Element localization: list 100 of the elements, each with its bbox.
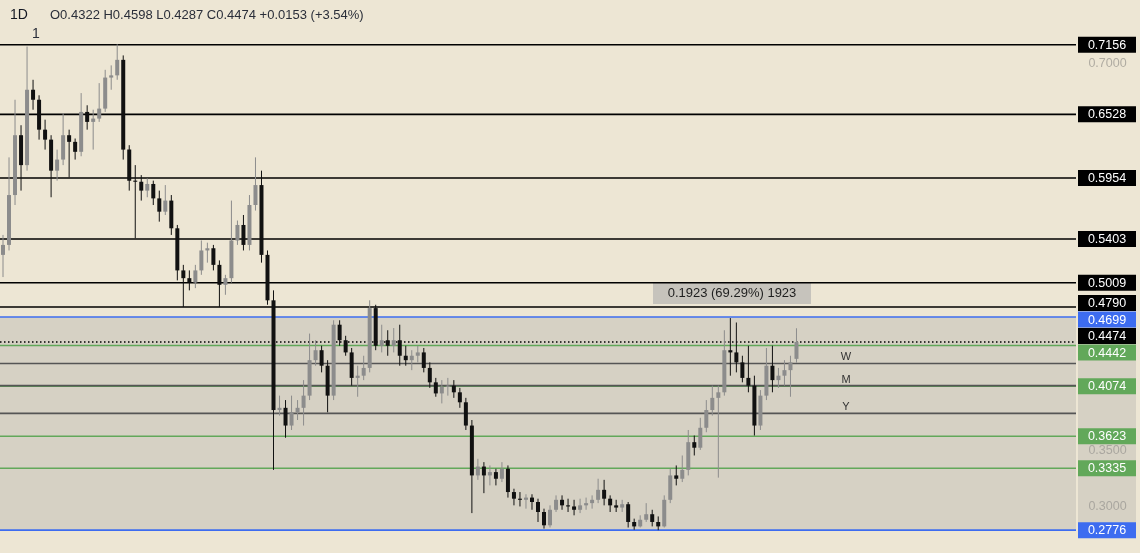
ref-line-label: 0.4442 bbox=[1087, 345, 1127, 360]
candlestick bbox=[337, 319, 342, 347]
candlestick bbox=[289, 395, 294, 431]
candlestick bbox=[644, 502, 649, 523]
candlestick bbox=[475, 458, 480, 481]
candlestick bbox=[680, 454, 685, 483]
text: 1D bbox=[10, 6, 28, 22]
candlestick bbox=[493, 468, 498, 486]
candlestick bbox=[73, 138, 78, 161]
annotation: W bbox=[840, 350, 852, 363]
candlestick bbox=[457, 387, 462, 409]
candlestick bbox=[481, 461, 486, 494]
candlestick bbox=[109, 64, 114, 91]
candlestick bbox=[463, 397, 468, 431]
candlestick bbox=[31, 79, 36, 111]
ref-line-label: 0.4074 bbox=[1087, 379, 1127, 394]
candlestick bbox=[698, 417, 703, 451]
ref-line-label: 0.4699 bbox=[1087, 312, 1127, 327]
band-label: 0.1923 (69.29%) 1923 bbox=[667, 285, 797, 301]
candlestick bbox=[433, 377, 438, 398]
candlestick bbox=[379, 324, 384, 353]
candlestick bbox=[674, 464, 679, 486]
ref-line-label: 0.5954 bbox=[1087, 170, 1127, 185]
candlestick bbox=[55, 149, 60, 182]
candlestick bbox=[487, 464, 492, 486]
y-tick-label: 0.7000 bbox=[1088, 55, 1127, 70]
candlestick bbox=[734, 321, 739, 373]
candlestick bbox=[181, 264, 186, 308]
candlestick bbox=[614, 499, 619, 513]
candlestick bbox=[788, 355, 793, 398]
candlestick bbox=[199, 239, 204, 276]
candlestick bbox=[385, 329, 390, 357]
candlestick bbox=[710, 385, 715, 417]
ref-line-label: 0.6528 bbox=[1087, 107, 1127, 122]
candlestick bbox=[566, 498, 571, 513]
ref-line-label: 0.5403 bbox=[1087, 232, 1127, 247]
candlestick bbox=[319, 345, 324, 373]
text: O0.4322 H0.4598 L0.4287 C0.4474 +0.0153 (+3.54%) bbox=[50, 7, 364, 22]
candlestick bbox=[626, 501, 631, 529]
candlestick bbox=[157, 190, 162, 223]
candlestick bbox=[692, 435, 697, 456]
candlestick bbox=[235, 220, 240, 246]
ref-line-label: 0.4474 bbox=[1087, 329, 1127, 344]
annotation: 1 bbox=[32, 25, 40, 41]
candlestick bbox=[301, 379, 306, 427]
candlestick bbox=[499, 461, 504, 483]
candlestick bbox=[211, 244, 216, 271]
candlestick bbox=[253, 156, 258, 212]
candlestick bbox=[716, 385, 721, 479]
ref-line-label: 0.5009 bbox=[1087, 275, 1127, 290]
candlestick bbox=[217, 259, 222, 308]
candlestick bbox=[596, 478, 601, 504]
candlestick bbox=[193, 264, 198, 289]
candlestick bbox=[67, 129, 72, 178]
candlestick bbox=[361, 355, 366, 381]
ref-line-label: 0.7156 bbox=[1087, 37, 1127, 52]
candlestick bbox=[313, 339, 318, 367]
candlestick bbox=[505, 464, 510, 499]
candlestick bbox=[746, 345, 751, 393]
candlestick bbox=[511, 488, 516, 506]
annotation: Y bbox=[842, 400, 851, 413]
ref-line-label: 0.2776 bbox=[1087, 523, 1127, 538]
candlestick bbox=[794, 327, 799, 364]
candlestick bbox=[740, 355, 745, 383]
ref-line-label: 0.3623 bbox=[1087, 429, 1127, 444]
candlestick bbox=[770, 345, 775, 393]
candlestick bbox=[536, 498, 540, 523]
candlestick bbox=[343, 335, 348, 357]
candlestick bbox=[241, 214, 246, 251]
ref-line-label: 0.3335 bbox=[1087, 461, 1127, 476]
candlestick bbox=[578, 498, 583, 514]
candlestick bbox=[283, 399, 288, 439]
candlestick bbox=[139, 174, 144, 202]
candlestick bbox=[548, 504, 553, 529]
candlestick bbox=[223, 274, 228, 296]
candlestick bbox=[97, 82, 102, 123]
candlestick bbox=[445, 377, 450, 397]
candlestick bbox=[560, 494, 565, 511]
candlestick bbox=[43, 119, 48, 151]
candlestick bbox=[145, 177, 150, 198]
candlestick bbox=[151, 180, 156, 206]
candlestick bbox=[391, 327, 396, 353]
candlestick bbox=[517, 491, 522, 507]
candlestick bbox=[1, 234, 6, 278]
candlestick bbox=[572, 499, 577, 516]
candlestick bbox=[542, 508, 547, 530]
annotation: M bbox=[841, 372, 851, 385]
candlestick bbox=[163, 184, 168, 216]
candlestick bbox=[85, 104, 90, 131]
candlestick bbox=[427, 361, 432, 389]
candlestick bbox=[590, 494, 595, 510]
candlestick bbox=[397, 324, 402, 367]
candlestick bbox=[782, 359, 787, 387]
candlestick bbox=[133, 164, 138, 239]
candlestick bbox=[421, 347, 426, 373]
candlestick bbox=[187, 269, 192, 291]
candlestick bbox=[602, 479, 607, 506]
candlestick bbox=[704, 399, 709, 433]
candlestick bbox=[91, 109, 96, 151]
candlestick bbox=[115, 43, 120, 81]
